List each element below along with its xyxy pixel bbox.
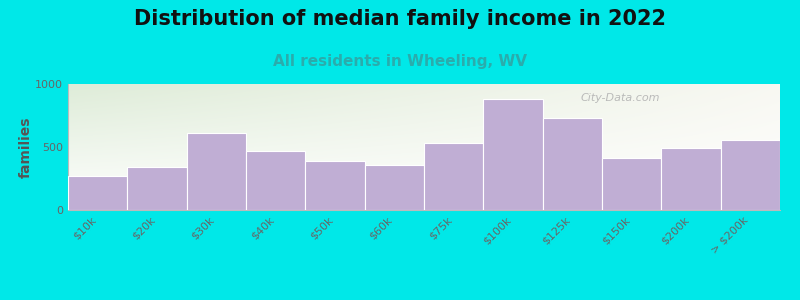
Y-axis label: families: families: [18, 116, 32, 178]
Text: City-Data.com: City-Data.com: [581, 93, 660, 103]
Bar: [127, 167, 186, 210]
Bar: [424, 143, 483, 210]
Text: All residents in Wheeling, WV: All residents in Wheeling, WV: [273, 54, 527, 69]
Bar: [365, 165, 424, 210]
Bar: [306, 161, 365, 210]
Bar: [721, 140, 780, 210]
Text: Distribution of median family income in 2022: Distribution of median family income in …: [134, 9, 666, 29]
Bar: [483, 99, 542, 210]
Bar: [602, 158, 662, 210]
Bar: [246, 151, 306, 210]
Bar: [662, 148, 721, 210]
Bar: [186, 133, 246, 210]
Bar: [542, 118, 602, 210]
Bar: [68, 176, 127, 210]
